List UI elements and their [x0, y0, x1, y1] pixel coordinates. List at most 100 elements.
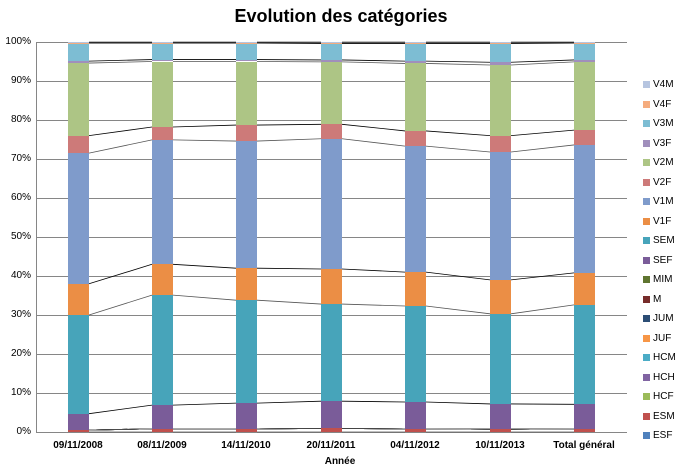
bar-segment-v1m[interactable] [236, 141, 257, 269]
legend-swatch [643, 334, 650, 342]
bar-segment-sem[interactable] [152, 295, 173, 406]
legend-item-juf: JUF [643, 329, 676, 349]
bar-segment-v1m[interactable] [490, 151, 511, 280]
legend-item-v1f: V1F [643, 212, 676, 232]
bar-segment-v1f[interactable] [490, 279, 511, 314]
bar-segment-v3f[interactable] [405, 61, 426, 64]
bar-segment-v2m[interactable] [321, 61, 342, 125]
legend-label: ESM [653, 410, 675, 422]
bar-segment-v3f[interactable] [68, 61, 89, 64]
bar-segment-v1m[interactable] [321, 138, 342, 269]
bar-segment-esm[interactable] [68, 430, 89, 432]
bar-segment-esm[interactable] [405, 428, 426, 432]
x-tick-label: Total général [553, 440, 615, 451]
y-tick-label: 40% [10, 270, 31, 281]
y-tick-label: 60% [10, 192, 31, 203]
bar-segment-esm[interactable] [152, 428, 173, 432]
bar-segment-v4m[interactable] [236, 42, 257, 43]
x-axis-label: Année [324, 456, 356, 467]
legend-label: JUF [653, 332, 672, 344]
bar-segment-v4m[interactable] [574, 42, 595, 43]
bar-segment-v3f[interactable] [152, 59, 173, 62]
bar-segment-v2m[interactable] [236, 61, 257, 126]
legend-swatch [643, 81, 650, 89]
legend-label: V3M [653, 118, 674, 130]
x-tick-label: 09/11/2008 [53, 440, 103, 451]
bar-segment-v3m[interactable] [68, 43, 89, 62]
bar-segment-esm[interactable] [490, 429, 511, 432]
bar-segment-v2f[interactable] [321, 124, 342, 139]
bar-segment-v3m[interactable] [236, 43, 257, 60]
bar-segment-v1m[interactable] [68, 153, 89, 284]
legend-swatch [643, 237, 650, 245]
bar-segment-v2f[interactable] [68, 135, 89, 154]
bar-segment-v1m[interactable] [405, 146, 426, 273]
bar-segment-v3f[interactable] [321, 59, 342, 62]
x-tick-label: 20/11/2011 [306, 440, 356, 451]
bar-segment-v3f[interactable] [236, 59, 257, 62]
bar-segment-sem[interactable] [68, 315, 89, 414]
bar-segment-v2f[interactable] [152, 127, 173, 140]
legend-label: V2F [653, 176, 672, 188]
bar-segment-sem[interactable] [321, 304, 342, 402]
bar-segment-esm[interactable] [321, 428, 342, 432]
bar-segment-v2f[interactable] [236, 125, 257, 142]
bar-segment-esm[interactable] [574, 428, 595, 432]
bar-segment-v4m[interactable] [68, 42, 89, 43]
bar-segment-v3m[interactable] [152, 43, 173, 60]
legend-swatch [643, 198, 650, 206]
legend-label: V2M [653, 157, 674, 169]
bar-segment-v1f[interactable] [68, 283, 89, 315]
bar-segment-v1f[interactable] [152, 264, 173, 296]
bar-segment-v4m[interactable] [152, 42, 173, 43]
bar-segment-sem[interactable] [574, 304, 595, 405]
bar-segment-v2f[interactable] [574, 130, 595, 145]
bar-segment-v2m[interactable] [490, 65, 511, 136]
bar-segment-v4m[interactable] [405, 42, 426, 44]
bar-segment-v2m[interactable] [152, 61, 173, 128]
bar-segment-v4m[interactable] [490, 42, 511, 44]
bar-segment-v3m[interactable] [321, 43, 342, 60]
x-tick-label: 08/11/2009 [137, 440, 187, 451]
bar-segment-v1f[interactable] [405, 272, 426, 307]
bar-segment-v1f[interactable] [321, 268, 342, 305]
x-tick-label: 04/11/2012 [390, 440, 440, 451]
legend-label: V3F [653, 137, 672, 149]
legend-label: V4M [653, 79, 674, 91]
bar-segment-v2m[interactable] [574, 61, 595, 131]
bar-segment-sef[interactable] [68, 413, 89, 431]
bar-segment-v2f[interactable] [405, 130, 426, 147]
legend-swatch [643, 295, 650, 303]
legend-item-v4m: V4M [643, 75, 676, 95]
x-tick-label: 10/11/2013 [475, 440, 525, 451]
bar-segment-v2m[interactable] [68, 63, 89, 136]
bar-segment-sem[interactable] [490, 313, 511, 404]
bar-segment-v3m[interactable] [574, 43, 595, 60]
bar-segment-sef[interactable] [490, 403, 511, 430]
legend-label: HCH [653, 371, 675, 383]
legend-swatch [643, 432, 650, 440]
bar-segment-esm[interactable] [236, 428, 257, 432]
bar-segment-v3m[interactable] [405, 43, 426, 62]
y-tick-label: 10% [10, 387, 31, 398]
bar-segment-v4m[interactable] [321, 42, 342, 44]
bar-segment-v2m[interactable] [405, 63, 426, 131]
bar-segment-sem[interactable] [405, 306, 426, 402]
bar-segment-sef[interactable] [152, 405, 173, 429]
bar-segment-sem[interactable] [236, 300, 257, 404]
bar-segment-sef[interactable] [236, 403, 257, 429]
bar-segment-sef[interactable] [574, 404, 595, 429]
bar-segment-v3f[interactable] [490, 62, 511, 65]
bar-segment-v1m[interactable] [574, 144, 595, 273]
bar-segment-sef[interactable] [405, 401, 426, 429]
bar-segment-v3f[interactable] [574, 59, 595, 62]
bar-segment-sef[interactable] [321, 401, 342, 429]
bar-segment-v2f[interactable] [490, 135, 511, 152]
bar-segment-v1f[interactable] [574, 272, 595, 305]
legend: V4M V4F V3M V3F V2M V2F V1M V1F SEM SEF MIM M JUM JUF… [643, 75, 676, 446]
legend-swatch [643, 159, 650, 167]
bar-segment-v1f[interactable] [236, 268, 257, 301]
bar-segment-v1m[interactable] [152, 139, 173, 265]
bar-segment-v3m[interactable] [490, 43, 511, 63]
